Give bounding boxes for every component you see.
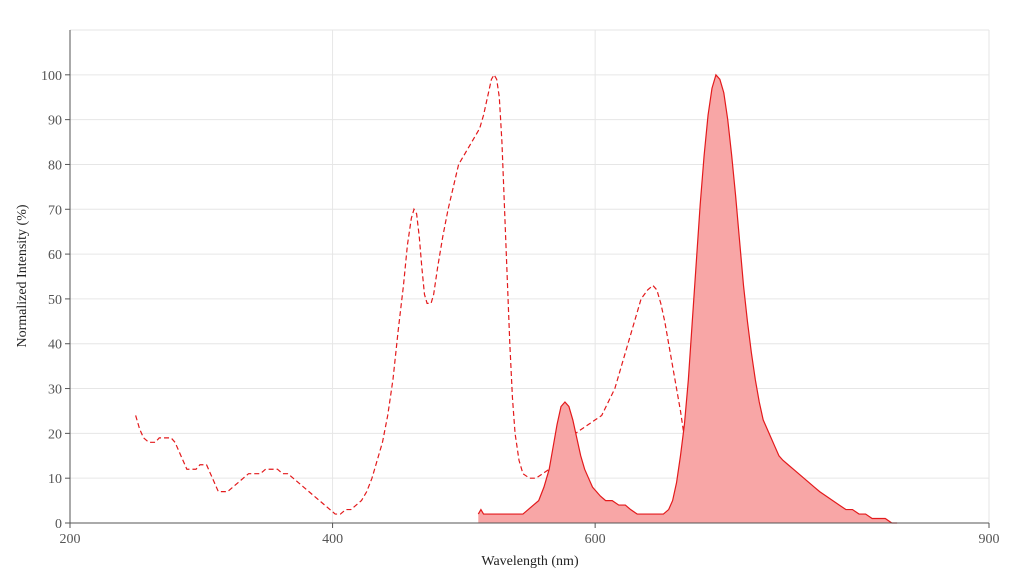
axes [69, 30, 989, 524]
y-tick-label-50: 50 [48, 293, 62, 308]
y-axis-title: Normalized Intensity (%) [15, 204, 30, 347]
y-tick-label-100: 100 [41, 69, 62, 84]
x-tick-label-600: 600 [585, 532, 606, 547]
series-0-dashed-line [135, 73, 722, 524]
x-tick-label-400: 400 [322, 532, 343, 547]
x-axis-title: Wavelength (nm) [481, 554, 579, 569]
y-tick-label-30: 30 [48, 383, 62, 398]
series-1-area-outline [477, 73, 898, 524]
series-1-area-fill [478, 74, 898, 523]
x-tick-label-200: 200 [60, 532, 81, 547]
y-tick-label-40: 40 [48, 338, 62, 353]
tick-labels: 0 10 20 30 40 50 60 70 80 90 100 200 400 600 900 [41, 69, 1000, 547]
y-tick-label-10: 10 [48, 472, 62, 487]
grid-lines [70, 29, 990, 523]
y-tick-label-60: 60 [48, 248, 62, 263]
y-tick-label-20: 20 [48, 427, 62, 442]
y-tick-label-80: 80 [48, 158, 62, 173]
y-tick-label-70: 70 [48, 203, 62, 218]
x-tick-label-900: 900 [979, 532, 1000, 547]
y-tick-label-0: 0 [55, 517, 62, 532]
series-layer [135, 73, 898, 524]
y-tick-label-90: 90 [48, 114, 62, 129]
